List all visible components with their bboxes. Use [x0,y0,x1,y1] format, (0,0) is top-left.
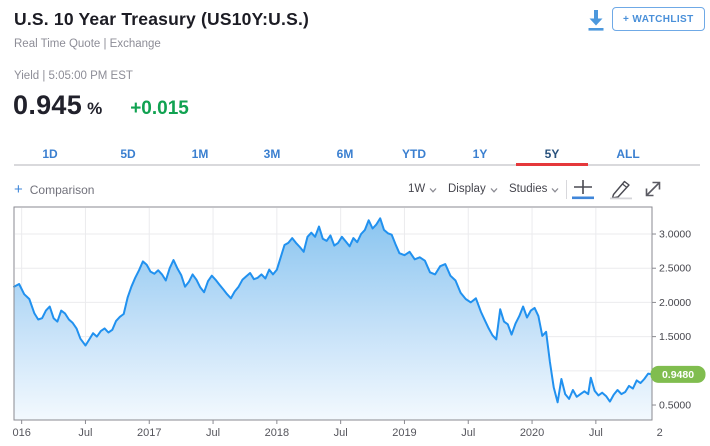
plus-icon: + [14,181,23,198]
expand-icon [645,181,661,197]
tab-5d[interactable]: 5D [120,147,136,161]
chart-canvas[interactable]: 0.50001.00001.50002.00002.50003.0000016J… [0,200,710,446]
last-price-badge: 0.9480 [662,369,694,381]
chevron-down-icon [551,188,559,193]
display-dropdown[interactable]: Display [448,183,498,195]
pencil-icon [610,180,632,200]
price-change: +0.015 [130,98,189,119]
tab-all[interactable]: ALL [616,147,640,161]
tab-1m[interactable]: 1M [191,147,209,161]
crosshair-icon [572,180,594,200]
svg-text:2.0000: 2.0000 [659,297,691,309]
page-title: U.S. 10 Year Treasury (US10Y:U.S.) [14,9,310,29]
price-unit: % [87,99,103,118]
tab-1y[interactable]: 1Y [472,147,488,161]
tab-6m[interactable]: 6M [336,147,354,161]
svg-text:1.5000: 1.5000 [659,331,691,343]
tab-ytd[interactable]: YTD [402,147,426,161]
svg-text:016: 016 [12,427,30,439]
download-button[interactable] [584,8,608,34]
download-icon [588,10,604,31]
tab-5y[interactable]: 5Y [544,147,560,161]
interval-dropdown[interactable]: 1W [408,183,437,195]
svg-text:Jul: Jul [78,427,92,439]
svg-text:2: 2 [657,427,663,439]
tab-3m[interactable]: 3M [263,147,281,161]
interval-value: 1W [408,183,426,195]
comparison-label: Comparison [29,182,95,197]
last-price: 0.945 [13,90,83,120]
draw-tool-button[interactable] [608,178,634,200]
quote-source: Real Time Quote | Exchange [14,38,161,50]
add-watchlist-button[interactable]: + WATCHLIST [612,7,705,31]
selected-tab-indicator [516,163,588,166]
toolbar-separator [566,180,567,199]
svg-text:Jul: Jul [589,427,603,439]
tabs-divider [14,164,700,166]
chevron-down-icon [429,188,437,193]
svg-text:2018: 2018 [265,427,289,439]
fullscreen-button[interactable] [640,178,666,200]
svg-text:2017: 2017 [137,427,161,439]
chevron-down-icon [490,188,498,193]
svg-text:0.5000: 0.5000 [659,400,691,412]
svg-text:2019: 2019 [392,427,416,439]
tab-1d[interactable]: 1D [42,147,58,161]
quote-timestamp: Yield | 5:05:00 PM EST [14,70,133,82]
price-chart: 0.50001.00001.50002.00002.50003.0000016J… [12,206,706,439]
studies-dropdown[interactable]: Studies [509,183,559,195]
svg-text:Jul: Jul [206,427,220,439]
svg-text:Jul: Jul [461,427,475,439]
svg-text:2.5000: 2.5000 [659,263,691,275]
crosshair-tool-button[interactable] [570,178,596,200]
range-tabs: 1D 5D 1M 3M 6M YTD 1Y 5Y ALL [0,147,710,164]
price-row: 0.945 % +0.015 [13,90,189,121]
display-label: Display [448,183,486,195]
svg-text:Jul: Jul [334,427,348,439]
svg-text:3.0000: 3.0000 [659,229,691,241]
add-comparison-button[interactable]: + Comparison [14,182,94,197]
svg-text:2020: 2020 [520,427,544,439]
studies-label: Studies [509,183,548,195]
